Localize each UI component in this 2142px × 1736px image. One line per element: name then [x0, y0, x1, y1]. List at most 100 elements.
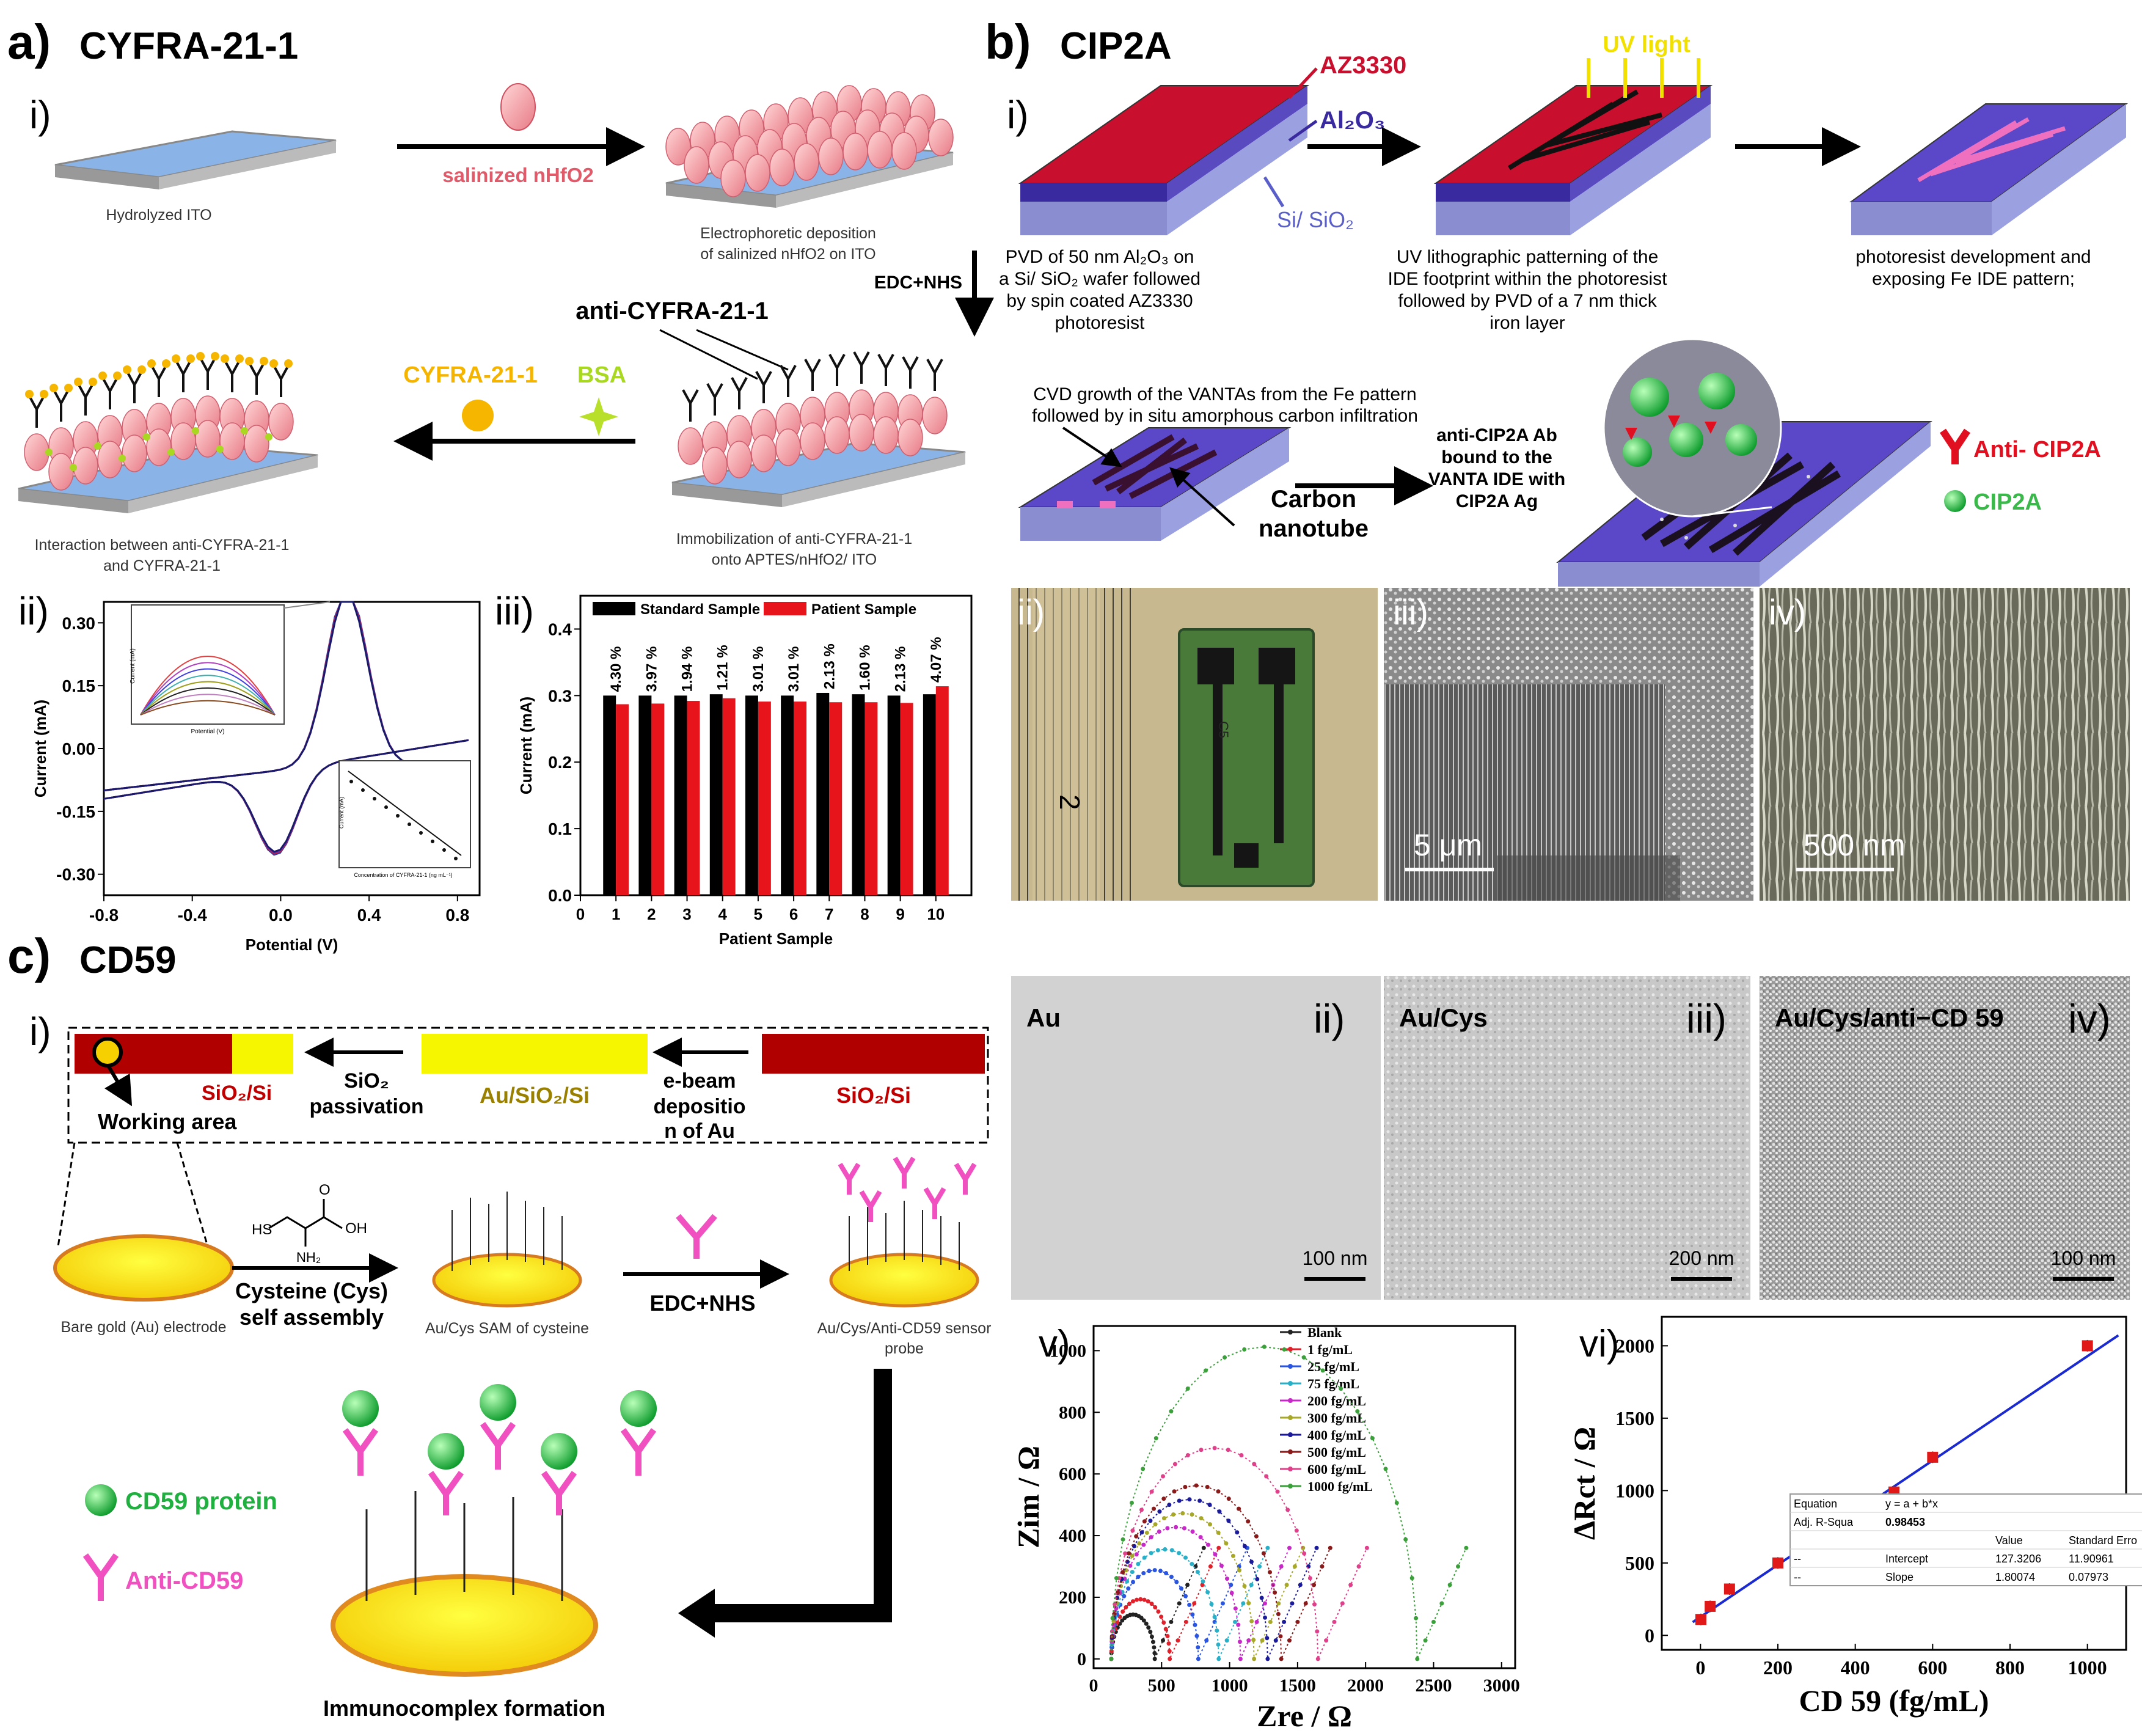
bare-label: Bare gold (Au) electrode — [61, 1319, 227, 1336]
nyq-point — [1292, 1564, 1297, 1569]
nyq-point — [1109, 1657, 1114, 1661]
cv-inset-right-ylabel: Current (mA) — [338, 797, 345, 829]
nyq-point — [1164, 1571, 1169, 1576]
cal-table-cell: 11.90961 — [2069, 1553, 2114, 1565]
chip-sio2si — [762, 1034, 985, 1074]
nyq-point — [1168, 1657, 1172, 1661]
nyq-point — [1123, 1551, 1128, 1556]
cv-ytick-label: -0.30 — [56, 865, 95, 884]
nyq-point — [1246, 1638, 1251, 1643]
step3-label-l1: Immobilization of anti-CYFRA-21-1 — [676, 530, 912, 548]
nyq-point — [1364, 1545, 1369, 1550]
cip2a-icon — [1944, 490, 1966, 512]
cv-ytick-label: -0.15 — [56, 802, 95, 821]
nyq-point — [1320, 1368, 1325, 1373]
bare-gold-electrode — [53, 1234, 234, 1302]
nyq-point — [1204, 1368, 1208, 1373]
sem-iv-scale: 500 nm — [1804, 828, 1906, 862]
zoom-line-2 — [176, 1142, 209, 1247]
panel-a-roman-ii: ii) — [18, 589, 49, 633]
bar-percent-label: 1.60 % — [857, 645, 873, 690]
cv-inset-point — [384, 805, 388, 809]
panel-a: a) CYFRA-21-1 i) Hydrolyzed ITO salinize… — [7, 15, 994, 954]
chip-au-window — [232, 1034, 293, 1074]
nyq-point — [1216, 1530, 1221, 1535]
bar-patient — [687, 701, 700, 895]
nyq-point — [1135, 1597, 1139, 1602]
cv-inset-left-xlabel: Potential (V) — [191, 728, 224, 735]
nyq-point — [1273, 1590, 1278, 1595]
nyq-point — [1229, 1583, 1234, 1588]
step3-label-l2: onto APTES/nHfO2/ ITO — [712, 551, 877, 568]
nyq-point — [1216, 1657, 1221, 1661]
nyq-point — [1252, 1462, 1257, 1467]
working-area-dot — [92, 1037, 123, 1068]
nyq-point — [1223, 1355, 1227, 1360]
au-cys-sam — [432, 1253, 582, 1308]
cv-inset-fit — [348, 771, 462, 856]
nyq-point — [1166, 1641, 1171, 1646]
nyq-point — [1224, 1638, 1229, 1643]
cv-inset-point — [349, 780, 353, 783]
nyq-point — [1162, 1516, 1167, 1521]
nyq-series-line — [1110, 1346, 1467, 1660]
cvd-l1: CVD growth of the VANTAs from the Fe pat… — [1033, 384, 1416, 405]
working-area-pointer — [104, 1063, 133, 1107]
nyq-point — [1204, 1638, 1209, 1643]
cv-inset-curve — [140, 700, 276, 716]
nyq-point — [1147, 1569, 1152, 1573]
cal-table-cell: Value — [1995, 1534, 2023, 1547]
nyq-point — [1254, 1534, 1259, 1539]
bsa-star-icon — [579, 397, 618, 436]
cv-ylabel: Current (mA) — [31, 700, 49, 797]
panel-c-roman-i: i) — [29, 1009, 51, 1053]
nyq-point — [1237, 1568, 1241, 1573]
nyq-point — [1127, 1602, 1131, 1606]
nyq-point — [1307, 1576, 1312, 1581]
cal-point — [1695, 1614, 1706, 1625]
sem-ii-label: Au — [1026, 1003, 1061, 1032]
nyq-point — [1139, 1507, 1144, 1512]
nyq-point — [1177, 1601, 1182, 1606]
bar-standard — [923, 694, 936, 895]
nyq-point — [1261, 1551, 1266, 1556]
cap1-l4: photoresist — [1055, 313, 1145, 333]
edc-label: EDC+NHS — [649, 1291, 755, 1316]
legend-anti-icon — [82, 1553, 119, 1601]
cnt-l1: Carbon — [1271, 486, 1356, 513]
nyq-point — [1183, 1555, 1188, 1560]
probe-l2: probe — [885, 1340, 924, 1357]
sem-iii-scale: 5 μm — [1414, 828, 1482, 862]
nyq-point — [1159, 1614, 1164, 1619]
nyq-legend-marker — [1288, 1347, 1293, 1352]
nyq-point — [1114, 1576, 1119, 1581]
nyq-point — [1151, 1506, 1156, 1511]
nyq-point — [1193, 1622, 1197, 1627]
nyq-ytick-label: 0 — [1077, 1649, 1086, 1669]
nyq-point — [1298, 1583, 1303, 1588]
nyq-point — [1152, 1650, 1157, 1655]
nyq-ytick-label: 400 — [1059, 1526, 1086, 1546]
sem-iv-roman: iv) — [2068, 996, 2111, 1041]
cal-table-cell: -- — [1794, 1553, 1801, 1565]
nyq-point — [1294, 1528, 1299, 1533]
bar-legend-label: Patient Sample — [811, 601, 916, 618]
cal-table-cell: Equation — [1794, 1498, 1837, 1510]
nyq-point — [1355, 1409, 1360, 1414]
nyq-legend-label: 500 fg/mL — [1307, 1445, 1366, 1460]
nyq-point — [1394, 1500, 1399, 1505]
nyq-point — [1320, 1564, 1325, 1569]
cv-inset-curve — [140, 662, 276, 716]
nyq-point — [1149, 1551, 1153, 1556]
nyq-point — [1196, 1645, 1201, 1650]
nyq-ylabel: Zim / Ω — [1011, 1446, 1045, 1548]
nyq-point — [1195, 1570, 1200, 1575]
legend-bsa-label: BSA — [577, 362, 626, 388]
nyq-point — [1182, 1526, 1186, 1531]
cal-ytick-label: 500 — [1625, 1552, 1654, 1574]
nyq-legend-label: 25 fg/mL — [1307, 1359, 1359, 1374]
nyq-legend-label: Blank — [1307, 1325, 1342, 1340]
nyq-point — [1213, 1552, 1218, 1557]
cal-table-cell: 0.98453 — [1885, 1516, 1925, 1528]
sem-iv-cnt — [1760, 588, 2130, 901]
